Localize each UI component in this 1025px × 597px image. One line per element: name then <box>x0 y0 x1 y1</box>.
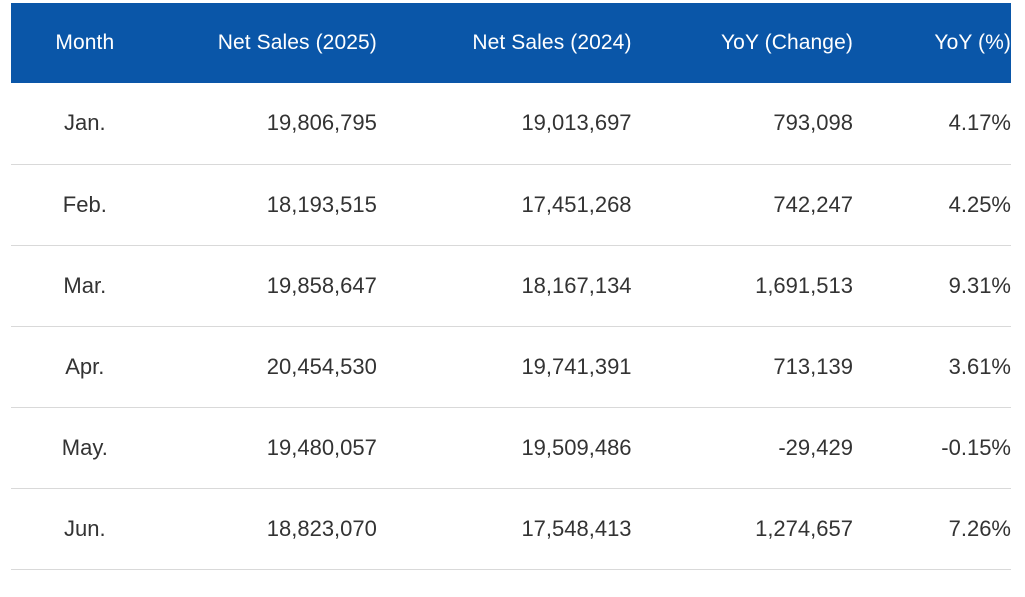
header-month: Month <box>55 31 115 54</box>
header-row: Month Net Sales (2025) Net Sales (2024) … <box>11 3 1011 83</box>
cell-net-sales-2025: 19,806,795 <box>266 110 377 136</box>
cell-month: May. <box>61 434 108 460</box>
table-row: Mar. 19,858,647 18,167,134 1,691,513 9.3… <box>11 245 1011 326</box>
cell-month: Mar. <box>63 272 107 298</box>
cell-yoy-change: -29,429 <box>778 434 853 460</box>
cell-yoy-percent: 4.17% <box>948 110 1011 136</box>
cell-net-sales-2025: 18,823,070 <box>266 515 377 541</box>
cell-month: Jan. <box>64 110 106 136</box>
cell-net-sales-2025: 19,480,057 <box>266 434 377 460</box>
cell-net-sales-2024: 17,548,413 <box>521 515 632 541</box>
table-row: Jun. 18,823,070 17,548,413 1,274,657 7.2… <box>11 488 1011 569</box>
cell-net-sales-2024: 18,167,134 <box>521 272 632 298</box>
cell-net-sales-2025: 18,193,515 <box>266 191 377 217</box>
cell-yoy-change: 793,098 <box>773 110 853 136</box>
net-sales-table-container: Month Net Sales (2025) Net Sales (2024) … <box>11 3 1011 570</box>
cell-net-sales-2024: 17,451,268 <box>521 191 632 217</box>
table-body: Jan. 19,806,795 19,013,697 793,098 4.17%… <box>11 83 1011 569</box>
cell-yoy-change: 713,139 <box>773 353 853 379</box>
cell-month: Feb. <box>62 191 107 217</box>
header-yoy-percent: YoY (%) <box>934 31 1011 54</box>
cell-net-sales-2024: 19,013,697 <box>521 110 632 136</box>
cell-net-sales-2024: 19,741,391 <box>521 353 632 379</box>
cell-month: Jun. <box>64 515 106 541</box>
header-net-sales-2025: Net Sales (2025) <box>217 31 377 54</box>
table-row: Feb. 18,193,515 17,451,268 742,247 4.25% <box>11 164 1011 245</box>
cell-yoy-change: 742,247 <box>773 191 853 217</box>
cell-yoy-percent: 4.25% <box>948 191 1011 217</box>
cell-yoy-percent: 7.26% <box>948 515 1011 541</box>
cell-yoy-percent: 3.61% <box>948 353 1011 379</box>
cell-net-sales-2025: 19,858,647 <box>266 272 377 298</box>
table-header: Month Net Sales (2025) Net Sales (2024) … <box>11 3 1011 83</box>
cell-yoy-change: 1,274,657 <box>755 515 853 541</box>
cell-month: Apr. <box>65 353 105 379</box>
header-yoy-change: YoY (Change) <box>720 31 853 54</box>
table-row: May. 19,480,057 19,509,486 -29,429 -0.15… <box>11 407 1011 488</box>
table-row: Jan. 19,806,795 19,013,697 793,098 4.17% <box>11 83 1011 164</box>
cell-net-sales-2024: 19,509,486 <box>521 434 632 460</box>
cell-yoy-percent: -0.15% <box>941 434 1011 460</box>
cell-yoy-percent: 9.31% <box>948 272 1011 298</box>
net-sales-table: Month Net Sales (2025) Net Sales (2024) … <box>11 3 1011 570</box>
header-net-sales-2024: Net Sales (2024) <box>472 31 632 54</box>
cell-yoy-change: 1,691,513 <box>755 272 853 298</box>
table-row: Apr. 20,454,530 19,741,391 713,139 3.61% <box>11 326 1011 407</box>
cell-net-sales-2025: 20,454,530 <box>266 353 377 379</box>
